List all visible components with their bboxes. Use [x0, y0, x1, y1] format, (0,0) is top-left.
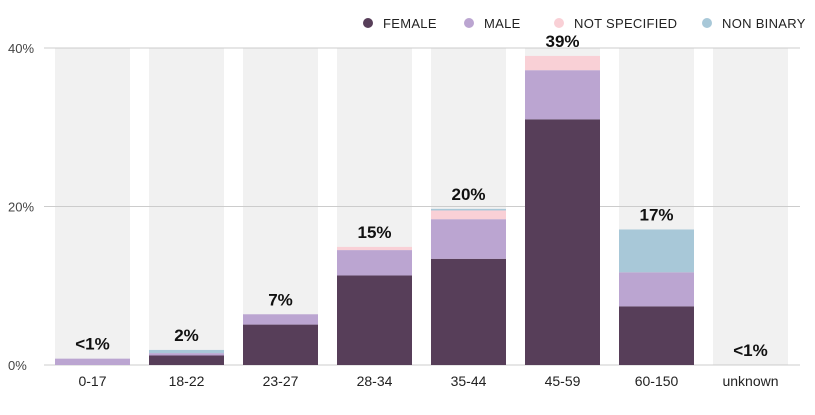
bar-segment	[149, 353, 224, 356]
x-tick-label: 18-22	[169, 373, 205, 389]
bar-segment	[243, 324, 318, 365]
x-tick-label: 35-44	[451, 373, 487, 389]
bar-segment	[619, 272, 694, 307]
bar-segment	[337, 275, 412, 365]
x-tick-label: 45-59	[545, 373, 581, 389]
bar-segment	[243, 314, 318, 325]
bar-segment	[431, 258, 506, 365]
legend-marker	[363, 18, 373, 28]
y-tick-label: 0%	[8, 358, 27, 373]
bar-segment	[619, 229, 694, 273]
x-tick-label: 0-17	[78, 373, 106, 389]
x-tick-label: 23-27	[263, 373, 299, 389]
x-tick-label: 28-34	[357, 373, 393, 389]
bar-total-label: 2%	[174, 326, 199, 345]
bar-segment	[525, 55, 600, 71]
y-tick-label: 40%	[8, 41, 34, 56]
bar-total-label: 15%	[357, 223, 391, 242]
bar-segment	[525, 70, 600, 120]
bar-segment	[431, 219, 506, 259]
x-tick-label: unknown	[722, 373, 778, 389]
legend-label: FEMALE	[383, 16, 437, 31]
bar-segment	[149, 355, 224, 365]
bar-total-label: 7%	[268, 290, 293, 309]
bar-segment	[337, 246, 412, 251]
bar-segment	[149, 349, 224, 354]
bar-total-label: 17%	[639, 205, 673, 224]
legend-label: MALE	[484, 16, 521, 31]
bar-segment	[337, 250, 412, 276]
legend-marker	[464, 18, 474, 28]
bar-segment	[431, 210, 506, 220]
bar-total-label: 20%	[451, 185, 485, 204]
bar-total-label: <1%	[75, 335, 110, 354]
bar-segment	[619, 306, 694, 365]
bar-segment	[431, 208, 506, 211]
legend-label: NOT SPECIFIED	[574, 16, 677, 31]
y-tick-label: 20%	[8, 200, 34, 215]
bar-total-label: <1%	[733, 341, 768, 360]
legend-label: NON BINARY	[722, 16, 806, 31]
bar-total-label: 39%	[545, 32, 579, 51]
legend-marker	[554, 18, 564, 28]
bar-segment	[525, 119, 600, 365]
x-tick-label: 60-150	[635, 373, 679, 389]
bar-segment	[55, 358, 130, 365]
legend-marker	[702, 18, 712, 28]
